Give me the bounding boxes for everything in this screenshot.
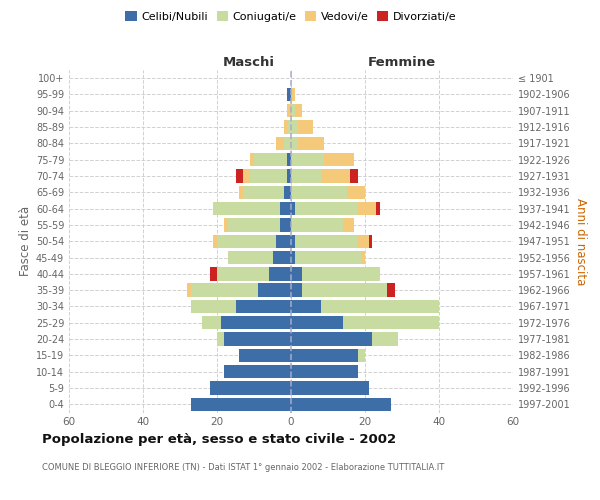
Bar (320, 300, 439, 313)
Bar (295, 202, 358, 215)
Bar (291, 88, 295, 101)
Bar (287, 170, 291, 182)
Bar (291, 348, 358, 362)
Bar (373, 332, 398, 346)
Bar (250, 170, 287, 182)
Bar (272, 251, 291, 264)
Y-axis label: Fasce di età: Fasce di età (19, 206, 32, 276)
Bar (295, 251, 361, 264)
Bar (343, 218, 354, 232)
Bar (387, 284, 395, 297)
Bar (302, 284, 387, 297)
Bar (243, 186, 284, 199)
Bar (358, 202, 376, 215)
Bar (214, 234, 217, 248)
Bar (209, 382, 291, 394)
Bar (202, 316, 221, 330)
Bar (325, 153, 354, 166)
Bar (302, 267, 380, 280)
Bar (291, 218, 343, 232)
Bar (214, 202, 280, 215)
Bar (269, 267, 291, 280)
Bar (235, 170, 243, 182)
Bar (291, 251, 295, 264)
Bar (291, 284, 302, 297)
Bar (284, 136, 291, 150)
Text: Femmine: Femmine (368, 56, 436, 69)
Bar (224, 332, 291, 346)
Y-axis label: Anni di nascita: Anni di nascita (574, 198, 587, 285)
Legend: Celibi/Nubili, Coniugati/e, Vedovi/e, Divorziati/e: Celibi/Nubili, Coniugati/e, Vedovi/e, Di… (122, 8, 460, 25)
Bar (291, 365, 358, 378)
Bar (209, 267, 217, 280)
Bar (191, 284, 258, 297)
Bar (239, 348, 291, 362)
Bar (358, 234, 369, 248)
Bar (376, 202, 380, 215)
Text: Maschi: Maschi (223, 56, 275, 69)
Bar (254, 153, 287, 166)
Bar (276, 136, 284, 150)
Bar (358, 348, 365, 362)
Bar (224, 218, 228, 232)
Bar (221, 316, 291, 330)
Bar (228, 218, 280, 232)
Bar (224, 365, 291, 378)
Bar (276, 234, 291, 248)
Bar (298, 120, 313, 134)
Bar (291, 300, 320, 313)
Bar (287, 153, 291, 166)
Bar (291, 267, 302, 280)
Bar (298, 136, 324, 150)
Bar (258, 284, 291, 297)
Bar (284, 120, 287, 134)
Bar (291, 104, 295, 118)
Bar (280, 202, 291, 215)
Bar (250, 153, 254, 166)
Bar (291, 234, 295, 248)
Text: Popolazione per età, sesso e stato civile - 2002: Popolazione per età, sesso e stato civil… (42, 432, 396, 446)
Bar (287, 120, 291, 134)
Bar (291, 136, 298, 150)
Bar (291, 202, 295, 215)
Bar (291, 382, 368, 394)
Bar (295, 234, 358, 248)
Bar (291, 153, 325, 166)
Bar (217, 234, 276, 248)
Bar (191, 398, 291, 411)
Bar (343, 316, 439, 330)
Bar (191, 300, 235, 313)
Bar (217, 332, 224, 346)
Bar (287, 104, 291, 118)
Bar (291, 332, 373, 346)
Bar (287, 88, 291, 101)
Bar (291, 398, 391, 411)
Bar (291, 316, 343, 330)
Bar (217, 267, 269, 280)
Text: COMUNE DI BLEGGIO INFERIORE (TN) - Dati ISTAT 1° gennaio 2002 - Elaborazione TUT: COMUNE DI BLEGGIO INFERIORE (TN) - Dati … (42, 462, 444, 471)
Bar (228, 251, 272, 264)
Bar (320, 170, 350, 182)
Bar (280, 218, 291, 232)
Bar (235, 300, 291, 313)
Bar (187, 284, 191, 297)
Bar (284, 186, 291, 199)
Bar (291, 186, 347, 199)
Bar (243, 170, 250, 182)
Bar (361, 251, 365, 264)
Bar (239, 186, 243, 199)
Bar (291, 120, 298, 134)
Bar (368, 234, 373, 248)
Bar (295, 104, 302, 118)
Bar (347, 186, 365, 199)
Bar (350, 170, 358, 182)
Bar (291, 170, 320, 182)
